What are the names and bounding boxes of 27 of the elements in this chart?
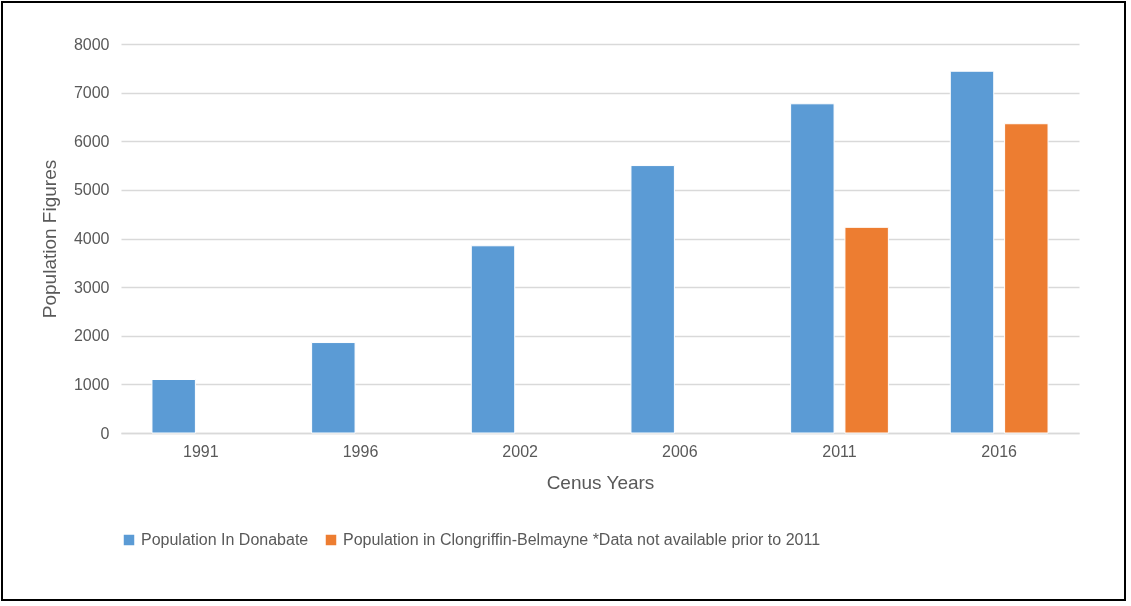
x-tick-label: 2011 [822, 442, 857, 460]
y-axis-title: Population Figures [38, 159, 60, 319]
y-tick-label: 5000 [73, 181, 110, 199]
bar [311, 342, 356, 434]
y-tick-label: 2000 [73, 327, 110, 345]
x-tick-label: 2002 [502, 442, 539, 460]
bar [844, 226, 889, 434]
y-tick-label: 8000 [73, 35, 110, 53]
y-tick-label: 7000 [73, 84, 110, 102]
bar [151, 379, 196, 434]
legend-label: Population in Clongriffin-Belmayne *Data not available prior to 2011 [343, 531, 821, 548]
bar [790, 103, 835, 434]
bar [1004, 123, 1049, 434]
bar [949, 70, 995, 434]
y-tick-label: 1000 [73, 375, 110, 393]
x-tick-label: 1991 [183, 442, 219, 460]
y-tick-label: 6000 [73, 132, 110, 150]
bar [470, 245, 516, 434]
x-tick-label: 2016 [981, 442, 1018, 460]
y-tick-label: 3000 [73, 278, 110, 296]
x-axis-title: Cenus Years [546, 471, 655, 493]
legend-label: Population In Donabate [141, 531, 309, 548]
bar [630, 165, 675, 434]
y-tick-label: 0 [100, 424, 110, 442]
x-tick-label: 2006 [662, 442, 698, 460]
y-tick-label: 4000 [73, 230, 110, 247]
x-tick-label: 1996 [342, 442, 379, 460]
